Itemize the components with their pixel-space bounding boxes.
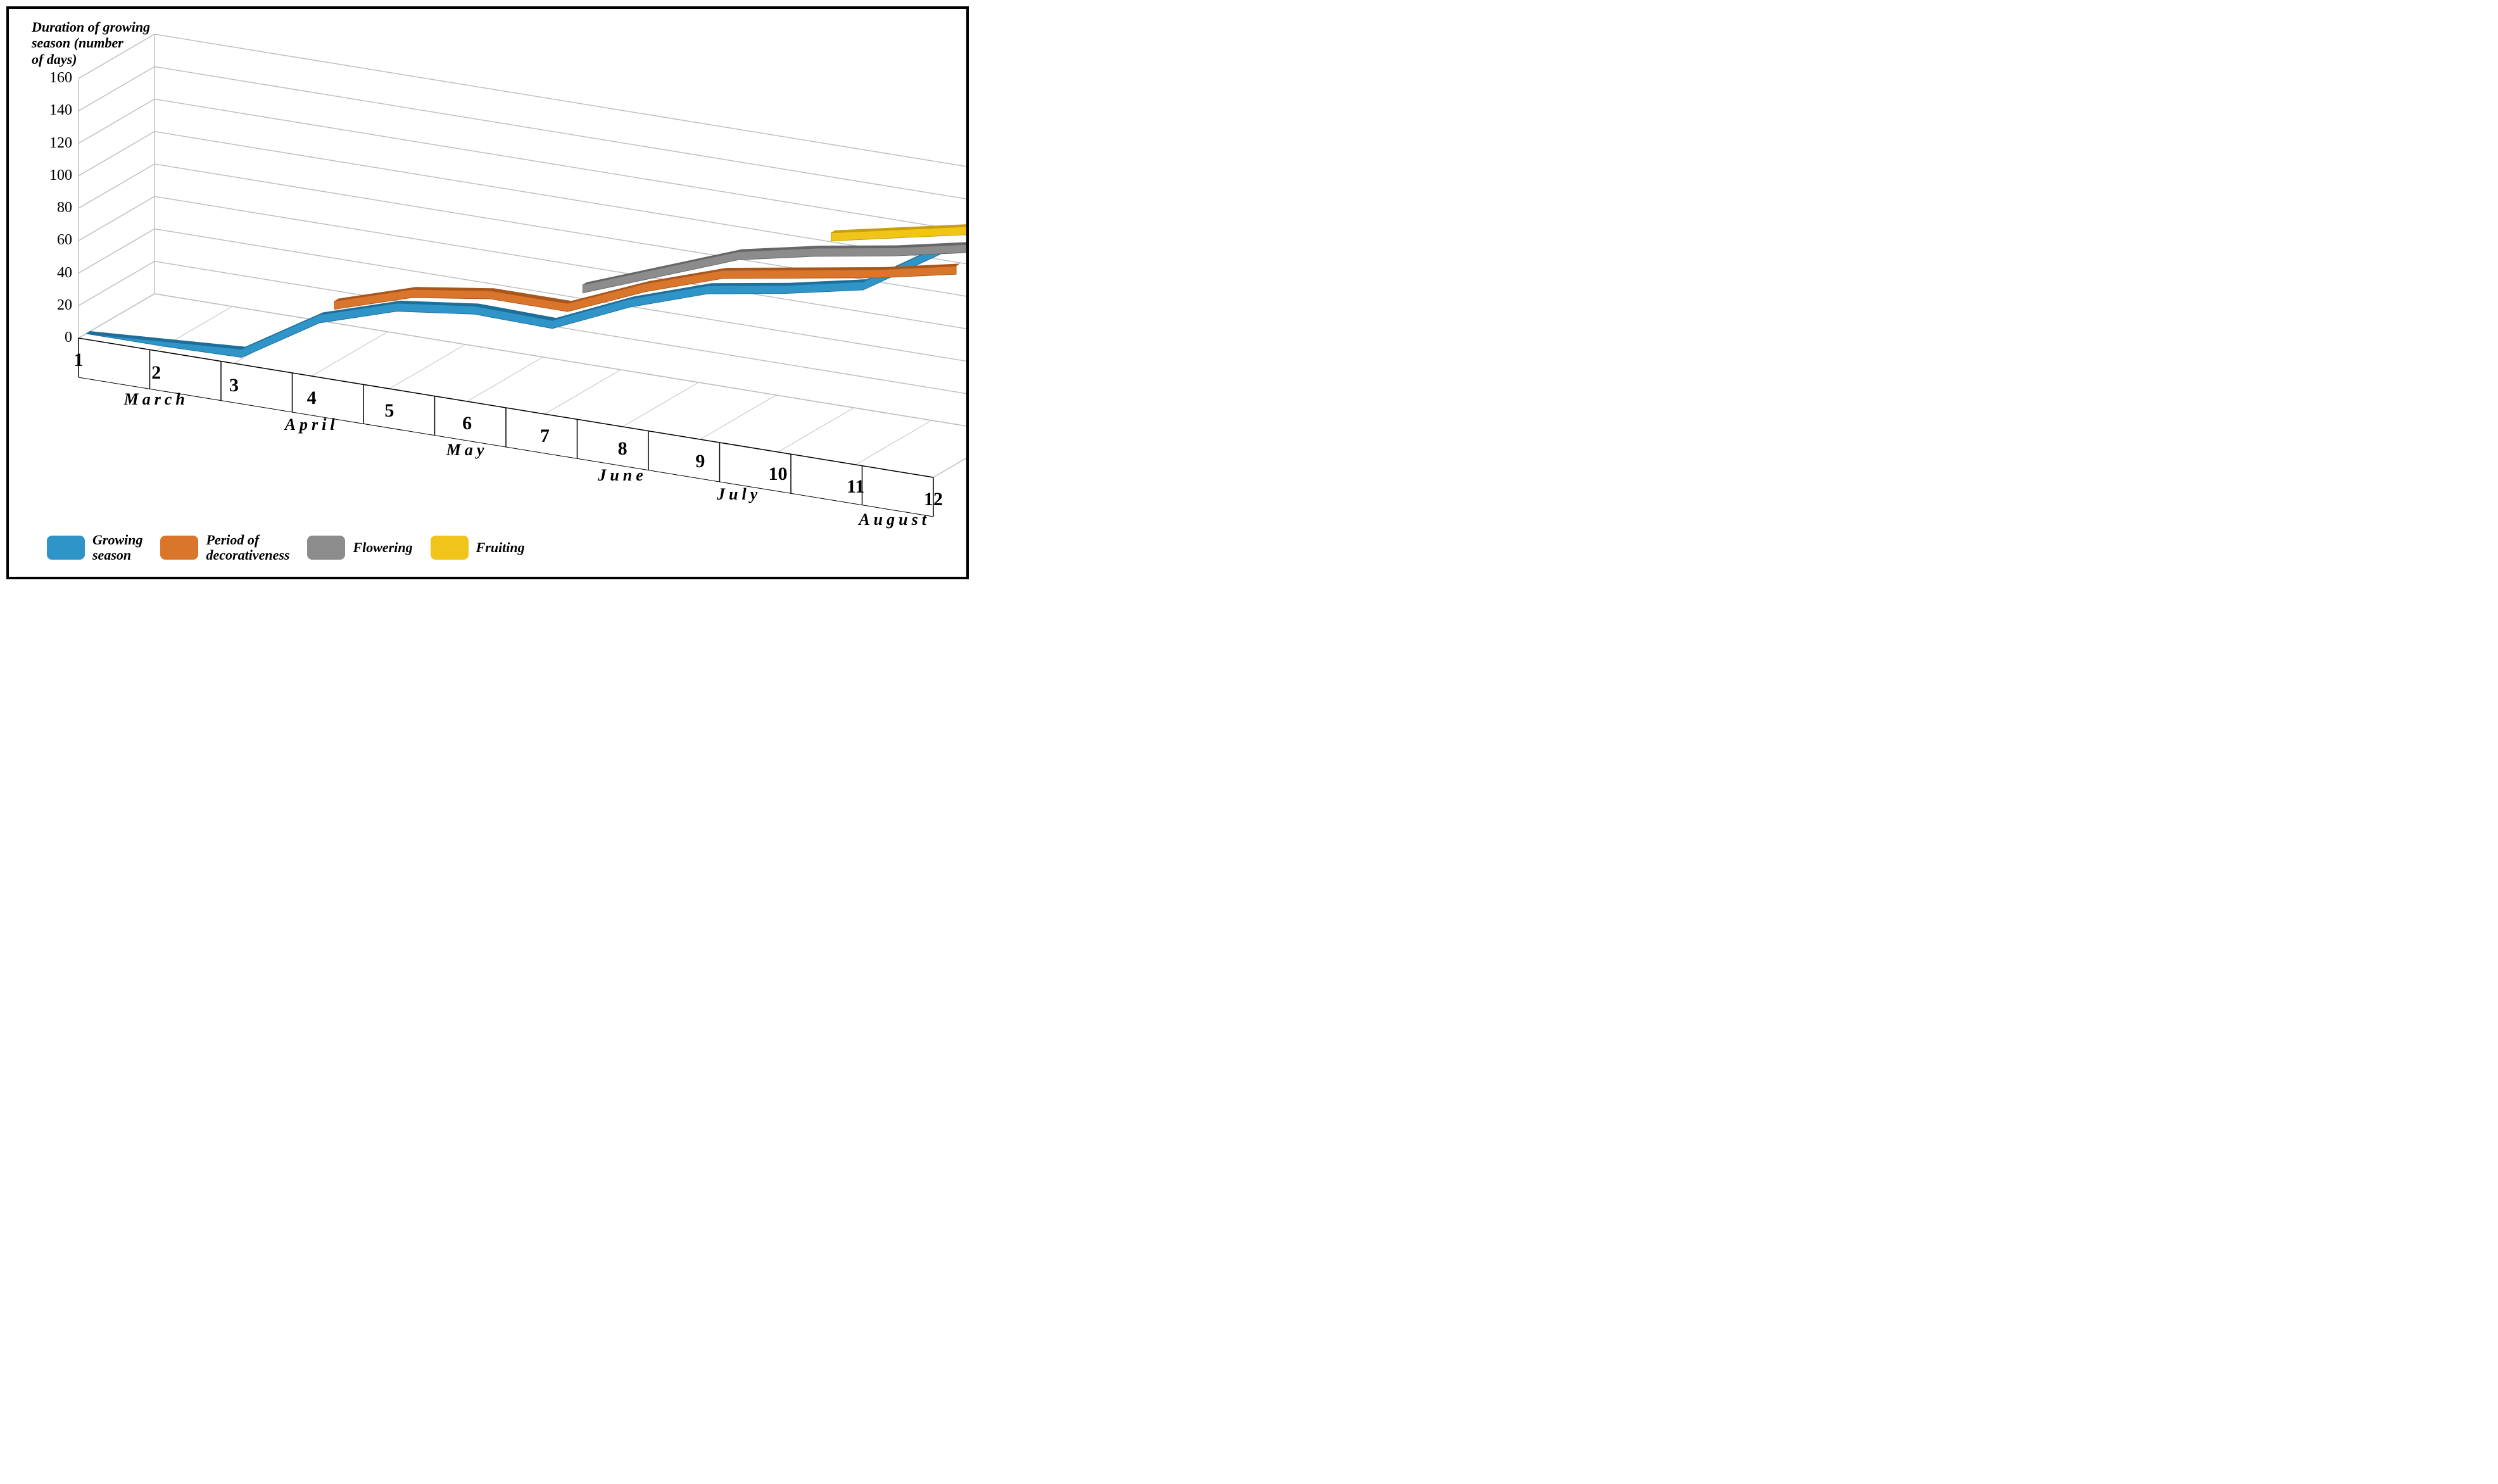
x-tick-number: 10 bbox=[769, 463, 788, 485]
y-tick-label: 140 bbox=[34, 102, 72, 119]
y-tick-label: 100 bbox=[34, 167, 72, 184]
x-tick-number: 4 bbox=[307, 387, 317, 409]
x-tick-number: 11 bbox=[847, 476, 864, 498]
legend-swatch bbox=[47, 536, 85, 560]
x-month-label: July bbox=[717, 485, 761, 504]
x-tick-number: 6 bbox=[462, 413, 472, 434]
legend-item: Growing season bbox=[47, 532, 142, 563]
x-tick-number: 5 bbox=[384, 400, 394, 422]
y-tick-label: 0 bbox=[34, 329, 72, 346]
y-tick-label: 80 bbox=[34, 199, 72, 217]
legend-swatch bbox=[160, 536, 198, 560]
chart-canvas bbox=[9, 9, 969, 579]
x-tick-number: 7 bbox=[540, 425, 550, 447]
x-month-label: August bbox=[859, 510, 930, 529]
y-tick-label: 160 bbox=[34, 70, 72, 87]
y-tick-label: 20 bbox=[34, 297, 72, 314]
legend-label: Growing season bbox=[92, 532, 142, 563]
y-tick-label: 60 bbox=[34, 232, 72, 249]
legend-swatch bbox=[307, 536, 345, 560]
x-month-label: April bbox=[285, 415, 339, 434]
x-month-label: March bbox=[124, 390, 189, 409]
legend-item: Fruiting bbox=[431, 536, 525, 560]
legend: Growing season Period of decorativeness Fl… bbox=[47, 532, 525, 563]
chart-frame: Duration of growing season (number of da… bbox=[6, 6, 969, 579]
y-tick-label: 40 bbox=[34, 265, 72, 282]
x-tick-number: 3 bbox=[229, 375, 239, 396]
x-month-label: May bbox=[446, 441, 488, 460]
legend-swatch bbox=[431, 536, 469, 560]
y-tick-label: 120 bbox=[34, 135, 72, 152]
x-tick-number: 12 bbox=[924, 489, 943, 510]
legend-label: Period of decorativeness bbox=[206, 532, 289, 563]
legend-item: Flowering bbox=[307, 536, 412, 560]
legend-label: Flowering bbox=[353, 540, 412, 555]
legend-item: Period of decorativeness bbox=[160, 532, 289, 563]
x-tick-number: 2 bbox=[151, 362, 161, 384]
legend-label: Fruiting bbox=[476, 540, 525, 555]
x-tick-number: 9 bbox=[695, 451, 705, 472]
x-tick-number: 8 bbox=[618, 438, 628, 460]
x-month-label: June bbox=[598, 466, 647, 485]
x-tick-number: 1 bbox=[74, 349, 84, 371]
